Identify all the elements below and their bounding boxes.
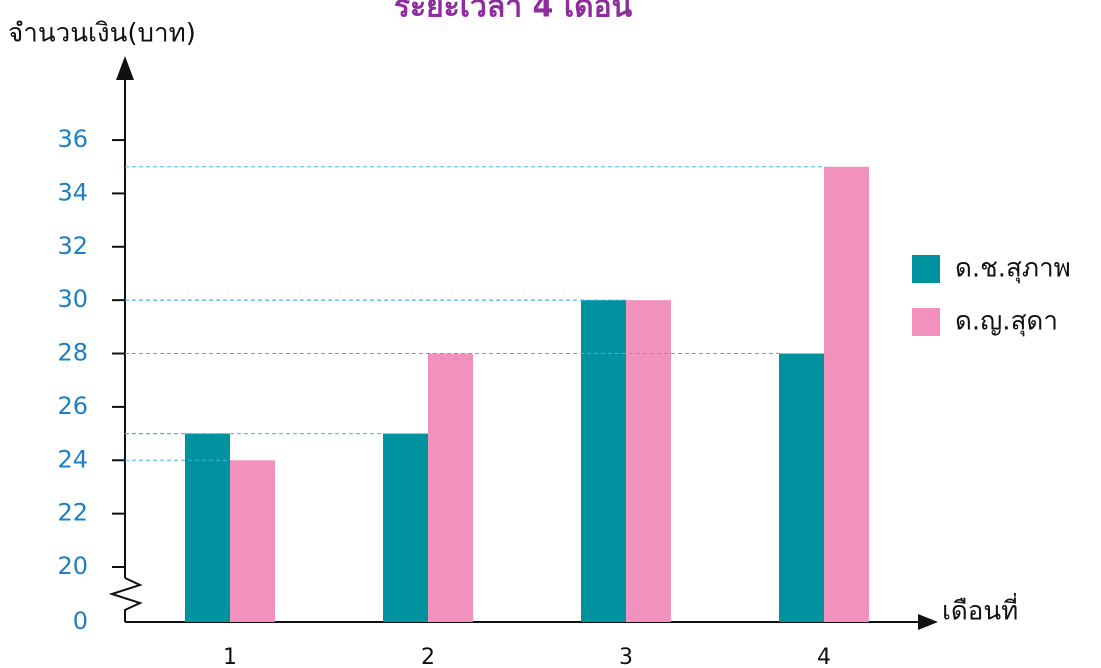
bar [230, 460, 275, 622]
y-tick-label: 20 [57, 552, 88, 580]
legend-swatch [912, 255, 940, 283]
bar [428, 353, 473, 622]
legend-swatch [912, 308, 940, 336]
y-tick-label: 30 [57, 285, 88, 313]
y-tick-label: 32 [57, 232, 88, 260]
x-tick-label: 3 [619, 645, 633, 668]
bar [383, 433, 428, 622]
axis-break [108, 577, 143, 622]
x-tick-label: 2 [421, 645, 435, 668]
chart-title: ระยะเวลา 4 เดือน [394, 0, 633, 25]
x-tick-label: 4 [817, 645, 831, 668]
legend-label: ด.ช.สุภาพ [955, 254, 1071, 284]
y-tick-label: 28 [57, 339, 88, 367]
y-tick-label: 22 [57, 499, 88, 527]
y-tick-label: 24 [57, 445, 88, 473]
y-tick-label: 26 [57, 392, 88, 420]
y-tick-label: 0 [73, 607, 88, 635]
y-axis-label: จำนวนเงิน(บาท) [8, 19, 196, 49]
bar [779, 353, 824, 622]
legend-label: ด.ญ.สุดา [955, 307, 1058, 337]
bar [581, 300, 626, 622]
y-tick-label: 36 [57, 125, 88, 153]
y-tick-label: 34 [57, 178, 88, 206]
bar [626, 300, 671, 622]
bar [185, 433, 230, 622]
y-axis-arrow [116, 56, 134, 80]
x-tick-label: 1 [223, 645, 237, 668]
x-axis-label: เดือนที่ [942, 593, 1018, 627]
x-axis-arrow [918, 614, 938, 630]
bar [824, 166, 869, 622]
